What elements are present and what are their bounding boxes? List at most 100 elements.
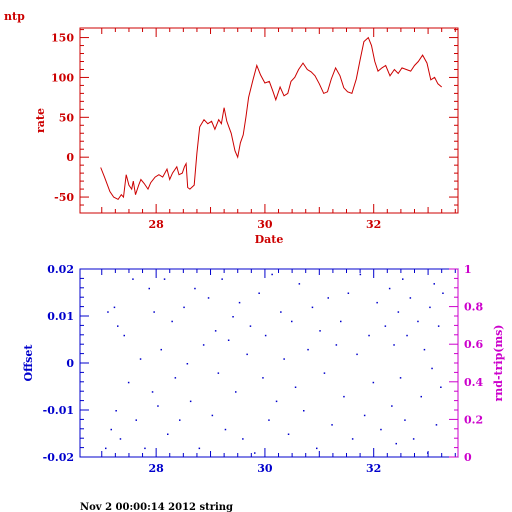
- offset-point: [198, 447, 201, 450]
- offset-point: [412, 438, 415, 440]
- offset-point: [113, 306, 116, 309]
- offset-point: [214, 330, 217, 332]
- offset-x-tick-label: 28: [148, 462, 164, 475]
- rate-chart: Date rate 28 30 32 -50 0 50 100 150: [34, 27, 459, 246]
- offset-point: [217, 372, 220, 374]
- offset-point: [224, 428, 227, 431]
- offset-point: [319, 330, 321, 332]
- rate-x-ticks: 28 30 32: [101, 28, 456, 231]
- offset-point: [110, 428, 112, 431]
- offset-point: [409, 297, 412, 299]
- offset-point: [429, 306, 431, 309]
- offset-point: [307, 348, 309, 351]
- offset-point: [298, 283, 301, 285]
- offset-point: [232, 316, 234, 318]
- rate-x-tick-label: 32: [366, 218, 381, 231]
- rtt-y-tick-label: 0.8: [464, 301, 483, 314]
- figure-title: ntp: [4, 10, 25, 23]
- offset-point: [343, 395, 345, 398]
- offset-point: [376, 301, 378, 304]
- offset-point: [391, 405, 393, 407]
- offset-chart: Offset rnd-trip(ms) 28 30 32 -0.02 -0.01 0 0.…: [22, 263, 505, 475]
- rate-y-tick-label: 0: [66, 151, 74, 164]
- offset-point: [242, 438, 244, 440]
- offset-point: [380, 428, 382, 431]
- offset-point: [356, 353, 358, 356]
- rate-plot-frame: [79, 27, 459, 214]
- offset-point: [207, 297, 210, 299]
- offset-point: [363, 414, 366, 417]
- offset-point: [211, 414, 214, 417]
- offset-point: [294, 386, 297, 388]
- offset-point: [271, 273, 273, 276]
- offset-point: [368, 334, 370, 337]
- offset-point: [440, 386, 442, 388]
- offset-point: [183, 306, 185, 309]
- offset-point: [287, 433, 290, 435]
- rtt-y-tick-label: 1: [464, 263, 472, 276]
- offset-point: [331, 424, 333, 426]
- offset-point: [167, 433, 169, 435]
- rtt-y-axis-label: rnd-trip(ms): [492, 324, 505, 401]
- offset-point: [431, 367, 433, 370]
- offset-point: [393, 344, 395, 346]
- offset-point: [119, 438, 122, 440]
- rate-x-tick-label: 28: [148, 218, 164, 231]
- offset-point: [163, 278, 166, 280]
- offset-point: [202, 344, 205, 346]
- offset-point: [123, 334, 125, 337]
- rtt-y-tick-label: 0.2: [464, 413, 483, 426]
- offset-point: [399, 377, 402, 379]
- offset-point: [359, 273, 362, 276]
- offset-point: [160, 348, 162, 351]
- offset-point: [335, 344, 338, 346]
- offset-point: [323, 372, 326, 374]
- offset-point: [179, 419, 181, 421]
- offset-point: [316, 447, 318, 450]
- offset-y-axis-label: Offset: [22, 344, 35, 382]
- offset-point: [238, 301, 241, 304]
- offset-y-tick-label: 0: [66, 357, 74, 370]
- offset-point: [189, 400, 192, 403]
- offset-point: [275, 400, 278, 403]
- rate-y-ticks: -50 0 50 100 150: [51, 29, 458, 206]
- offset-point: [433, 283, 435, 285]
- offset-point: [151, 391, 154, 393]
- offset-point: [435, 424, 438, 426]
- offset-point: [372, 381, 375, 384]
- offset-point: [144, 447, 146, 450]
- offset-point: [397, 311, 400, 313]
- rate-x-tick-label: 30: [257, 218, 273, 231]
- offset-point: [303, 410, 305, 412]
- rate-y-axis-label: rate: [34, 108, 47, 133]
- offset-point: [105, 447, 107, 450]
- offset-point: [262, 377, 264, 379]
- offset-point: [283, 358, 285, 360]
- offset-point: [291, 320, 293, 323]
- offset-point: [406, 334, 408, 337]
- rate-x-axis-label: Date: [255, 233, 284, 246]
- offset-point: [249, 325, 252, 327]
- offset-point: [153, 311, 155, 313]
- rate-y-tick-label: 100: [51, 71, 74, 84]
- offset-y-tick-label: -0.01: [43, 404, 74, 417]
- offset-point: [384, 325, 387, 327]
- offset-point: [340, 320, 342, 323]
- rate-series-line: [100, 36, 443, 201]
- offset-y-tick-label: -0.02: [43, 451, 74, 464]
- offset-y-tick-label: 0.02: [47, 263, 74, 276]
- offset-point: [423, 348, 426, 351]
- offset-plot-frame: [79, 268, 459, 458]
- rate-y-tick-label: 150: [51, 32, 74, 45]
- offset-point: [258, 292, 260, 294]
- offset-point: [246, 353, 248, 356]
- rate-y-tick-label: 50: [59, 111, 75, 124]
- offset-x-ticks: 28 30 32: [101, 269, 456, 475]
- offset-x-tick-label: 30: [257, 462, 273, 475]
- offset-point: [442, 292, 444, 294]
- offset-point: [347, 292, 350, 294]
- offset-point: [402, 278, 404, 280]
- offset-y-tick-label: 0.01: [47, 310, 74, 323]
- offset-point: [351, 438, 354, 440]
- offset-point: [132, 278, 134, 280]
